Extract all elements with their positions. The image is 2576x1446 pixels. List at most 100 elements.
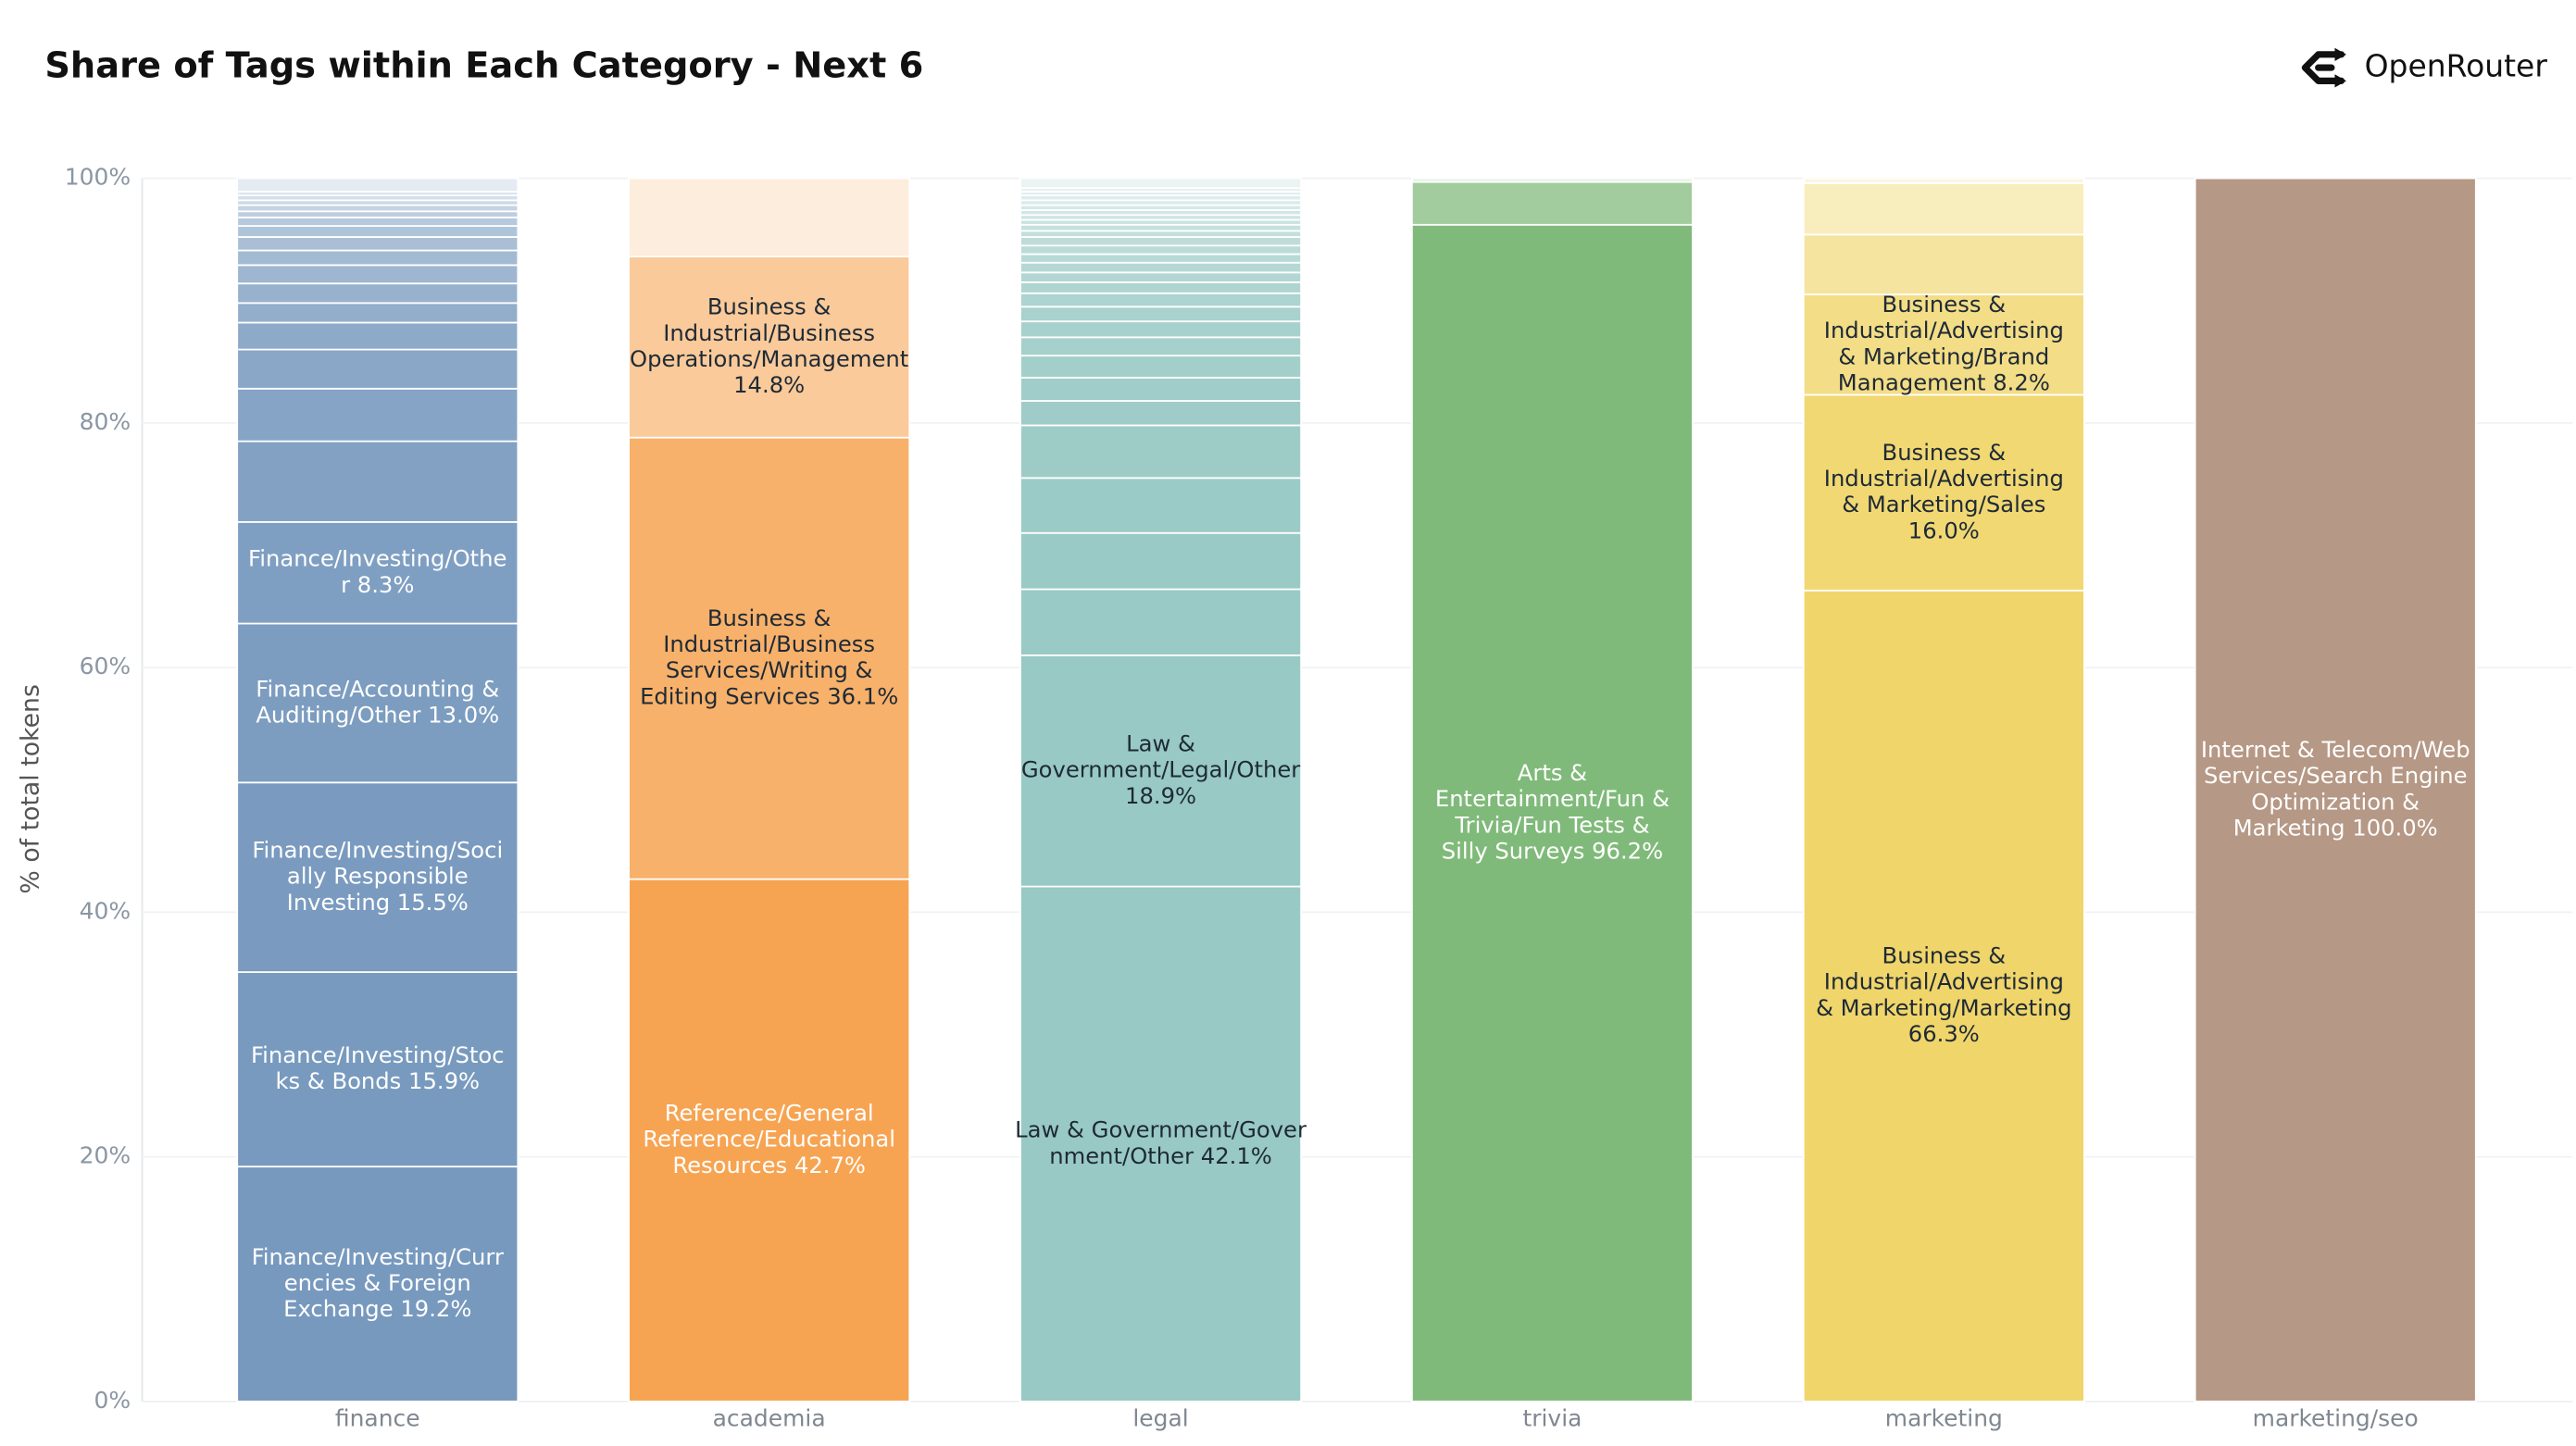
segment-label-line: Finance/Investing/Curr xyxy=(252,1243,504,1270)
segment-label: Business & Industrial/Advertising & Market… xyxy=(1816,942,2072,1048)
bar-segment xyxy=(1019,377,1303,402)
bar-segment xyxy=(236,236,519,252)
bar-segment xyxy=(236,282,519,305)
segment-label: Internet & Telecom/Web Services/Search En… xyxy=(2201,736,2470,841)
y-tick-label: 0% xyxy=(94,1387,131,1414)
x-tick-label: marketing xyxy=(1885,1404,2003,1431)
bar-segment xyxy=(236,177,519,193)
segment-label-line: encies & Foreign xyxy=(284,1269,471,1296)
bar-segment xyxy=(1019,280,1303,294)
segment-label: Arts & Entertainment/Fun & Trivia/Fun Test… xyxy=(1435,759,1669,865)
segment-label-line: Auditing/Other 13.0% xyxy=(256,701,499,728)
segment-label-line: Services/Writing & xyxy=(666,656,873,683)
segment-label-line: Internet & Telecom/Web xyxy=(2201,736,2470,763)
x-tick-label: finance xyxy=(335,1404,420,1431)
segment-label-line: Finance/Investing/Soci xyxy=(252,837,503,864)
y-tick-label: 20% xyxy=(80,1142,131,1169)
bar-segment xyxy=(628,256,911,439)
segment-label-line: & Marketing/Marketing xyxy=(1816,994,2072,1021)
segment-label-line: Reference/Educational xyxy=(643,1126,895,1153)
segment-label-line: Industrial/Business xyxy=(663,630,875,657)
bar-segment xyxy=(236,321,519,351)
bar-segment xyxy=(1019,236,1303,247)
logo-arrow xyxy=(2334,47,2346,88)
bar-segment xyxy=(1802,233,2085,295)
bar-segment xyxy=(236,348,519,390)
bar-segment xyxy=(1019,885,1303,1402)
chart-title: Share of Tags within Each Category - Nex… xyxy=(44,45,923,87)
bar-segment xyxy=(1410,181,1694,226)
x-tick-label: marketing/seo xyxy=(2253,1404,2419,1431)
segment-label-line: Industrial/Advertising xyxy=(1824,968,2064,995)
bar-segment xyxy=(236,622,519,784)
segment-label-line: nment/Other 42.1% xyxy=(1049,1142,1272,1169)
bar-segment xyxy=(1019,230,1303,238)
segment-label-line: Business & xyxy=(707,293,832,320)
bar-segment xyxy=(1019,271,1303,283)
bar-segment xyxy=(236,264,519,285)
segment-label: Law & Government/Legal/Other 18.9% xyxy=(1021,730,1300,809)
bar-segment xyxy=(1019,654,1303,888)
segment-label: Finance/Investing/Othe r 8.3% xyxy=(248,545,506,598)
bar-segment xyxy=(1019,261,1303,274)
segment-label-line: & Marketing/Brand xyxy=(1838,343,2049,369)
segment-label-line: Marketing 100.0% xyxy=(2233,814,2438,841)
bar-segment xyxy=(236,1166,519,1402)
bar-segment xyxy=(1802,177,2085,184)
segment-label-line: Optimization & xyxy=(2251,788,2420,815)
segment-label-line: Finance/Investing/Othe xyxy=(248,545,506,572)
segment-label-line: Operations/Management xyxy=(630,345,908,372)
bar-segment xyxy=(1019,588,1303,656)
segment-label: Business & Industrial/Business Operations/… xyxy=(630,293,908,399)
bar-segment xyxy=(1019,177,1303,190)
bar-segment xyxy=(236,204,519,213)
brand-name: OpenRouter xyxy=(2365,48,2548,84)
bar-segment xyxy=(236,216,519,227)
bar-segment xyxy=(1019,223,1303,232)
y-axis-label: % of total tokens xyxy=(17,684,45,894)
y-tick-label: 60% xyxy=(80,653,131,679)
segment-label-line: r 8.3% xyxy=(341,571,414,598)
segment-label-line: Resources 42.7% xyxy=(672,1152,866,1178)
segment-label-line: ally Responsible xyxy=(287,863,469,890)
segment-label-line: Reference/General xyxy=(665,1100,874,1127)
segment-label: Business & Industrial/Advertising & Market… xyxy=(1824,439,2064,544)
segment-label-line: Business & xyxy=(1882,439,2007,466)
bar-segment xyxy=(1019,531,1303,591)
segment-label-line: ks & Bonds 15.9% xyxy=(275,1067,480,1094)
bar-segment xyxy=(236,210,519,218)
segment-label-line: 66.3% xyxy=(1908,1020,1980,1047)
segment-label-line: Industrial/Business xyxy=(663,319,875,346)
bar-segment xyxy=(236,249,519,267)
bar-segment xyxy=(236,387,519,443)
segment-label-line: Government/Legal/Other xyxy=(1021,756,1300,783)
bar-segment xyxy=(236,781,519,973)
segment-label-line: Finance/Investing/Stoc xyxy=(251,1041,505,1068)
y-tick-label: 80% xyxy=(80,408,131,435)
segment-label-line: Editing Services 36.1% xyxy=(640,682,898,709)
bar-segment xyxy=(628,436,911,880)
segment-label: Law & Government/Gover nment/Other 42.1% xyxy=(1015,1116,1307,1169)
logo-mark xyxy=(2301,51,2345,84)
segment-label-line: Silly Surveys 96.2% xyxy=(1442,838,1663,865)
x-tick-label: trivia xyxy=(1522,1404,1582,1431)
bar-segment xyxy=(236,971,519,1168)
bar-segment xyxy=(1410,177,1694,183)
bar-segment xyxy=(1019,244,1303,256)
segment-label-line: Finance/Accounting & xyxy=(256,675,499,702)
segment-label: Finance/Accounting & Auditing/Other 13.0% xyxy=(256,675,499,728)
bar-segment xyxy=(236,225,519,238)
bar-segment xyxy=(628,878,911,1402)
segment-label: Finance/Investing/Soci ally Responsible In… xyxy=(252,837,503,916)
bar-segment xyxy=(236,520,519,625)
segment-label-line: Entertainment/Fun & xyxy=(1435,785,1669,812)
segment-label-line: Business & xyxy=(707,605,832,631)
y-tick-label: 40% xyxy=(80,897,131,924)
bar-segment xyxy=(1019,477,1303,534)
bar-segment xyxy=(1802,589,2085,1402)
bar-segment xyxy=(1019,305,1303,323)
bar-segment xyxy=(1802,393,2085,592)
segment-label-line: Law & Government/Gover xyxy=(1015,1116,1307,1143)
bar-segment xyxy=(628,177,911,258)
